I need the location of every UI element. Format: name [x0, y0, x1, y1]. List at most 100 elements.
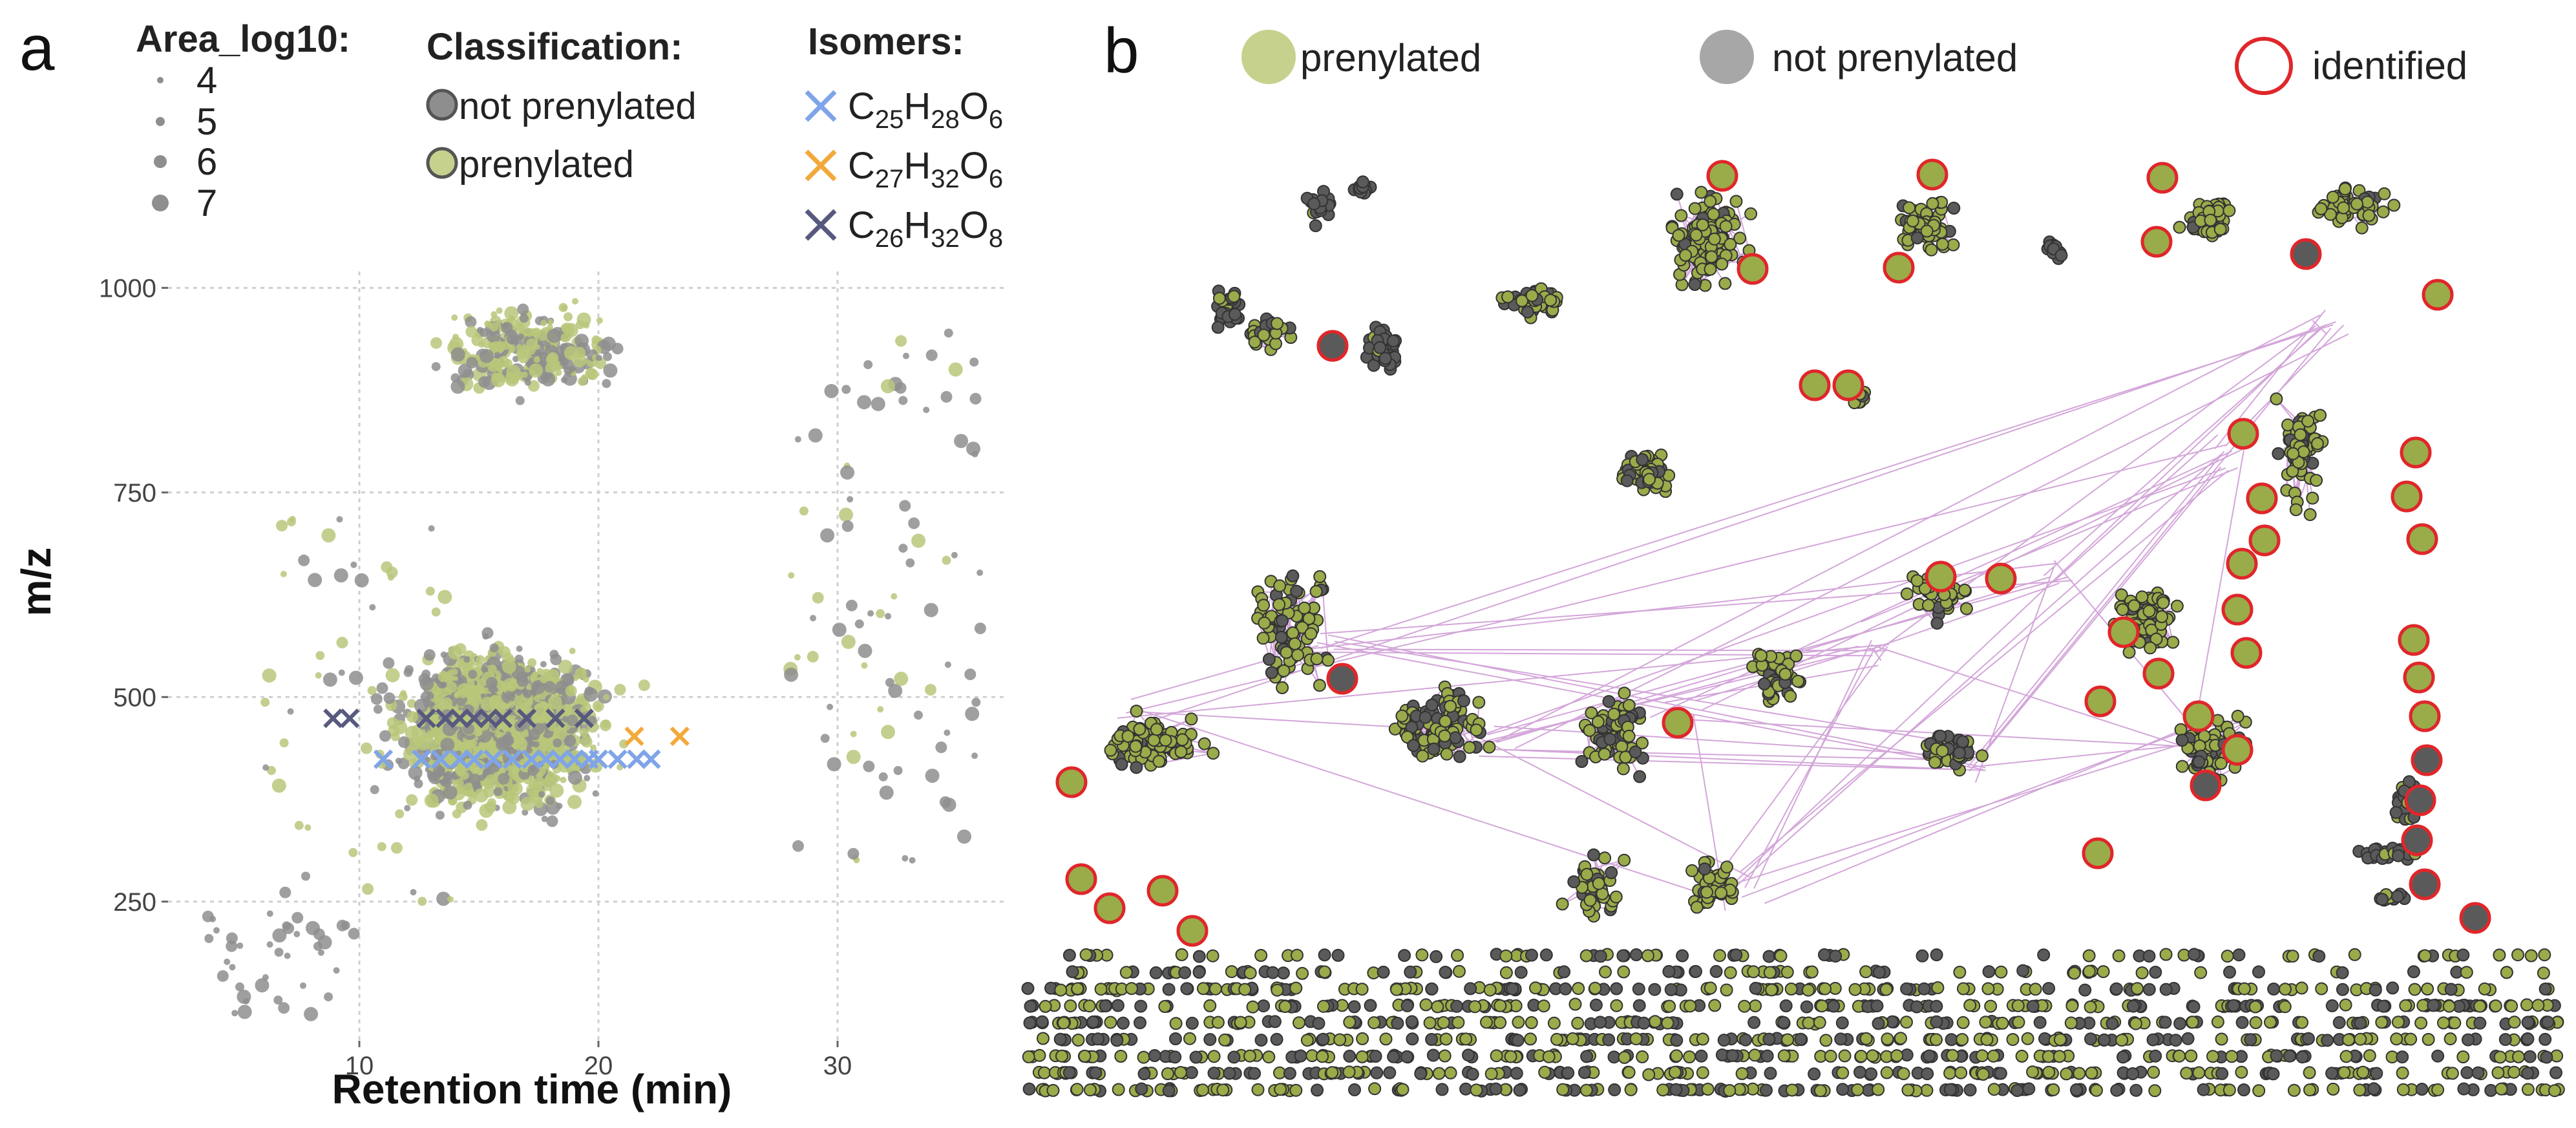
feature-point: [845, 599, 858, 612]
feature-point: [977, 569, 984, 576]
feature-point: [262, 668, 277, 683]
network-node: [1607, 707, 1621, 721]
network-node: [1622, 699, 1636, 712]
feature-point: [586, 368, 598, 380]
feature-point: [447, 896, 454, 903]
feature-point: [619, 739, 629, 749]
network-node: [2142, 604, 2156, 618]
isomer-marker-1: [670, 726, 690, 747]
feature-point: [276, 520, 288, 532]
y-tick-label: 250: [113, 888, 156, 917]
feature-point: [871, 397, 885, 411]
feature-point: [450, 347, 465, 362]
feature-point: [395, 809, 405, 818]
network-node: [1483, 740, 1496, 754]
network-node: [1307, 197, 1321, 211]
feature-point: [279, 738, 289, 748]
feature-point: [832, 623, 847, 637]
network-edge: [1320, 324, 2334, 649]
feature-point: [498, 772, 510, 785]
network-node: [1272, 598, 1286, 612]
network-node: [1449, 731, 1462, 745]
network-node: [2303, 508, 2317, 522]
network-node: [1670, 187, 1684, 201]
feature-point: [567, 771, 582, 785]
feature-point: [902, 855, 909, 862]
feature-point: [478, 774, 485, 782]
feature-point: [379, 730, 391, 742]
feature-point: [518, 346, 530, 359]
network-node: [1598, 851, 1612, 865]
network-node: [1900, 587, 1914, 601]
feature-point: [481, 666, 488, 673]
network-node: [1556, 897, 1569, 911]
network-node: [1470, 723, 1483, 737]
feature-point: [266, 910, 273, 917]
feature-point: [271, 778, 286, 793]
feature-point: [603, 363, 618, 378]
feature-point: [914, 710, 923, 720]
network-node: [2204, 213, 2217, 227]
isomer-legend-formula: C26H32O8: [848, 204, 1003, 253]
feature-point: [562, 674, 574, 686]
feature-point: [476, 655, 485, 665]
feature-point: [463, 656, 470, 663]
network-node: [1618, 686, 1631, 700]
feature-point: [965, 707, 980, 721]
feature-point: [406, 699, 416, 708]
feature-point: [424, 793, 439, 808]
network-node: [1298, 601, 1311, 615]
network-legend-identified-marker: [2235, 37, 2293, 95]
feature-point: [899, 500, 911, 512]
feature-point: [462, 741, 472, 750]
scatter-points: [202, 298, 986, 1021]
network-node: [1936, 237, 1949, 251]
feature-point: [463, 800, 472, 810]
feature-point: [556, 802, 563, 809]
network-node: [1439, 714, 1452, 728]
feature-point: [536, 772, 544, 779]
network-node: [1633, 770, 1647, 783]
isomer-legend-title: Isomers:: [808, 21, 964, 63]
feature-point: [427, 692, 434, 699]
feature-point: [515, 689, 522, 696]
network-node: [1121, 730, 1135, 743]
feature-point: [893, 766, 903, 775]
feature-point: [601, 719, 611, 729]
feature-point: [567, 794, 582, 809]
network-node: [1922, 599, 1935, 612]
network-node: [1444, 699, 1457, 713]
feature-point: [306, 920, 320, 935]
network-node: [1501, 290, 1515, 304]
feature-point: [944, 729, 951, 736]
prenylated-marker: [426, 147, 458, 179]
feature-point: [878, 772, 888, 782]
network-node: [1704, 262, 1717, 276]
feature-point: [534, 799, 544, 809]
area-legend-level-5: 5: [196, 101, 217, 143]
feature-point: [925, 349, 938, 361]
network-node: [1705, 250, 1718, 264]
network-node: [1309, 585, 1323, 598]
feature-point: [894, 672, 909, 686]
network-node: [2213, 222, 2227, 236]
network-node: [2272, 447, 2285, 460]
feature-point: [885, 677, 894, 687]
isomer-legend-cross: [805, 149, 837, 182]
feature-point: [458, 689, 468, 699]
feature-point: [410, 889, 417, 896]
feature-point: [504, 690, 514, 700]
panel-b-label: b: [1104, 15, 1139, 86]
feature-point: [291, 911, 304, 924]
network-node: [1185, 712, 1198, 726]
feature-point: [260, 697, 270, 707]
feature-point: [515, 396, 525, 405]
feature-point: [799, 506, 808, 516]
feature-point: [954, 434, 969, 449]
area-legend-level-7: 7: [196, 182, 217, 224]
feature-point: [294, 820, 304, 830]
network-node: [1152, 754, 1166, 768]
network-node: [1258, 616, 1271, 630]
network-node: [1789, 649, 1803, 663]
feature-point: [304, 824, 311, 831]
